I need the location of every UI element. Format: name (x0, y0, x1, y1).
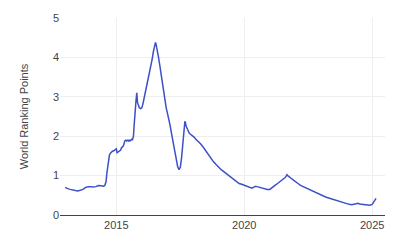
svg-text:2015: 2015 (104, 219, 128, 231)
svg-text:1: 1 (53, 169, 59, 181)
svg-text:4: 4 (53, 51, 59, 63)
svg-text:5: 5 (53, 12, 59, 24)
svg-text:2: 2 (53, 130, 59, 142)
svg-text:2025: 2025 (360, 219, 384, 231)
svg-text:0: 0 (53, 209, 59, 221)
svg-text:3: 3 (53, 91, 59, 103)
svg-text:World Ranking Points: World Ranking Points (18, 63, 30, 169)
svg-text:2020: 2020 (232, 219, 256, 231)
